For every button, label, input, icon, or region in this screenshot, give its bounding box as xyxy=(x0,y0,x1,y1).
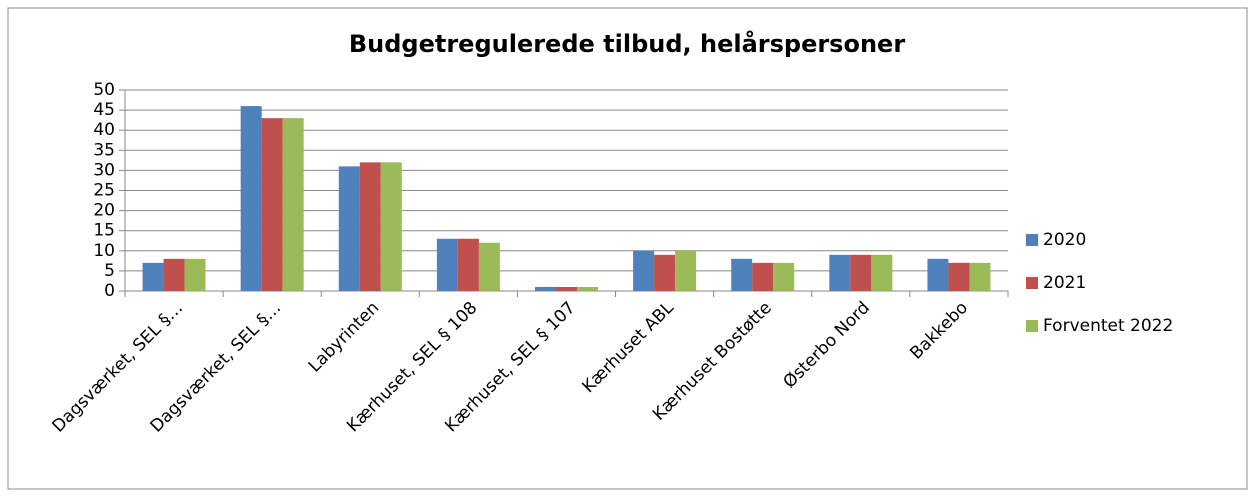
bar xyxy=(556,286,577,291)
bar xyxy=(184,258,206,291)
bar xyxy=(282,118,304,291)
y-tick-label: 15 xyxy=(93,221,115,241)
bar xyxy=(969,262,991,291)
bar xyxy=(142,262,164,291)
bar xyxy=(338,166,360,291)
bar xyxy=(850,254,872,291)
chart-frame xyxy=(7,7,1248,490)
y-tick-label: 10 xyxy=(93,241,115,261)
bar xyxy=(654,254,676,291)
bar xyxy=(948,262,970,291)
y-tick-label: 25 xyxy=(93,181,115,201)
y-tick-label: 50 xyxy=(93,80,115,100)
y-tick-label: 5 xyxy=(104,261,115,281)
bar xyxy=(359,162,381,291)
bar xyxy=(478,242,500,291)
y-tick-label: 0 xyxy=(104,281,115,301)
bar xyxy=(535,286,556,291)
legend-swatch xyxy=(1026,234,1038,246)
chart-title: Budgetregulerede tilbud, helårspersoner xyxy=(349,29,905,58)
bar xyxy=(163,258,185,291)
legend-label: Forventet 2022 xyxy=(1043,316,1173,336)
bar xyxy=(633,250,655,291)
legend-swatch xyxy=(1026,277,1038,289)
bar xyxy=(773,262,795,291)
bar xyxy=(871,254,893,291)
y-tick-label: 20 xyxy=(93,201,115,221)
bar xyxy=(240,106,262,291)
bar xyxy=(261,118,283,291)
legend-swatch xyxy=(1026,320,1038,332)
legend-label: 2021 xyxy=(1043,273,1086,293)
y-tick-label: 30 xyxy=(93,160,115,180)
bar xyxy=(675,250,697,291)
bar xyxy=(436,238,458,291)
legend-label: 2020 xyxy=(1043,230,1086,250)
bar xyxy=(927,258,949,291)
y-tick-label: 40 xyxy=(93,120,115,140)
bar xyxy=(829,254,851,291)
bar xyxy=(731,258,753,291)
bar xyxy=(577,286,598,291)
bar xyxy=(380,162,402,291)
bar xyxy=(457,238,479,291)
y-tick-label: 45 xyxy=(93,100,115,120)
y-tick-label: 35 xyxy=(93,140,115,160)
bar xyxy=(752,262,774,291)
